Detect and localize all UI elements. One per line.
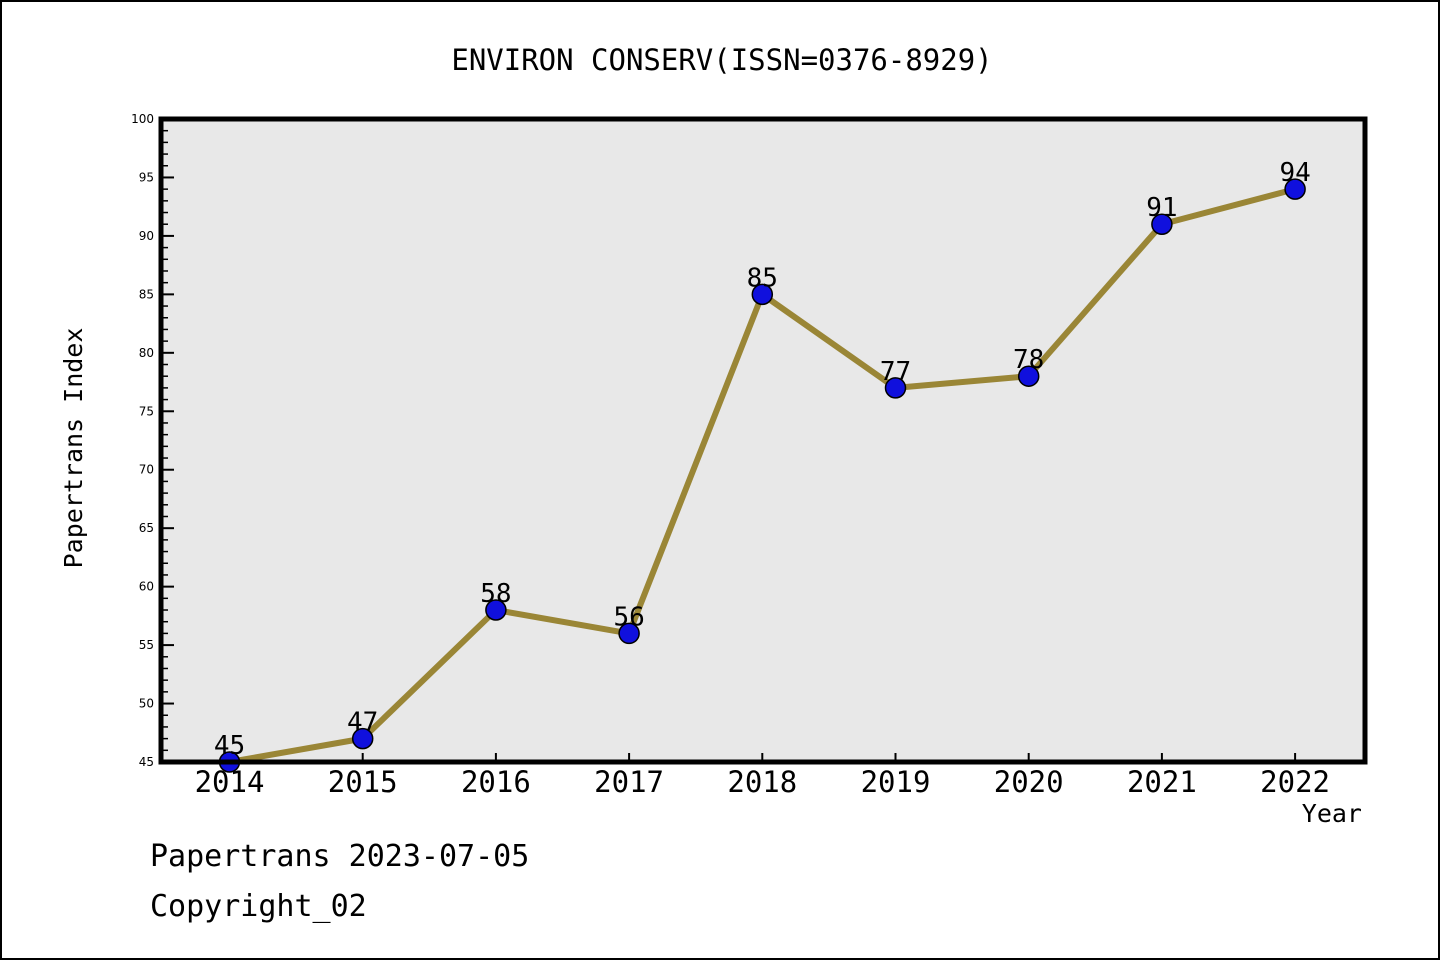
data-point xyxy=(1284,178,1306,200)
y-tick-label: 85 xyxy=(139,287,154,301)
footer-copyright: Copyright_02 xyxy=(150,889,367,924)
data-point xyxy=(1151,213,1173,235)
data-point xyxy=(884,377,907,399)
data-point xyxy=(351,727,374,750)
x-tick-label: 2015 xyxy=(328,765,398,799)
x-tick-label: 2020 xyxy=(994,765,1064,799)
x-tick-label: 2022 xyxy=(1260,765,1330,799)
data-point-label: 56 xyxy=(613,602,644,632)
y-tick-label: 55 xyxy=(139,638,154,652)
data-point-label: 77 xyxy=(880,357,911,387)
data-point xyxy=(751,283,774,306)
y-tick-label: 100 xyxy=(131,112,154,126)
data-point-label: 91 xyxy=(1146,193,1177,223)
axes-frame xyxy=(158,116,1368,765)
x-tick-label: 2019 xyxy=(861,765,931,799)
data-point xyxy=(1017,365,1040,387)
data-point-label: 85 xyxy=(747,263,778,293)
data-point-label: 45 xyxy=(214,731,245,761)
y-tick-label: 60 xyxy=(139,580,154,594)
y-tick-label: 70 xyxy=(139,463,154,477)
data-point-label: 94 xyxy=(1279,158,1310,188)
y-tick-label: 45 xyxy=(139,755,154,769)
y-axis-label: Papertrans Index xyxy=(59,328,88,569)
x-tick-label: 2018 xyxy=(727,765,797,799)
data-point xyxy=(618,622,640,645)
y-tick-label: 80 xyxy=(139,346,154,360)
y-tick-label: 95 xyxy=(139,170,154,184)
y-tick-label: 75 xyxy=(139,404,154,418)
data-point-label: 78 xyxy=(1013,345,1044,375)
x-tick-label: 2016 xyxy=(461,765,531,799)
x-axis-label: Year xyxy=(1302,799,1362,828)
footer-source-date: Papertrans 2023-07-05 xyxy=(150,839,529,874)
y-tick-label: 50 xyxy=(139,697,154,711)
y-tick-label: 65 xyxy=(139,521,154,535)
chart-title: ENVIRON CONSERV(ISSN=0376-8929) xyxy=(451,43,992,77)
x-tick-label: 2021 xyxy=(1127,765,1197,799)
x-tick-label: 2017 xyxy=(594,765,664,799)
data-point xyxy=(485,599,507,621)
data-point-label: 58 xyxy=(480,579,511,609)
data-point-label: 47 xyxy=(347,708,378,738)
y-tick-label: 90 xyxy=(139,229,154,243)
